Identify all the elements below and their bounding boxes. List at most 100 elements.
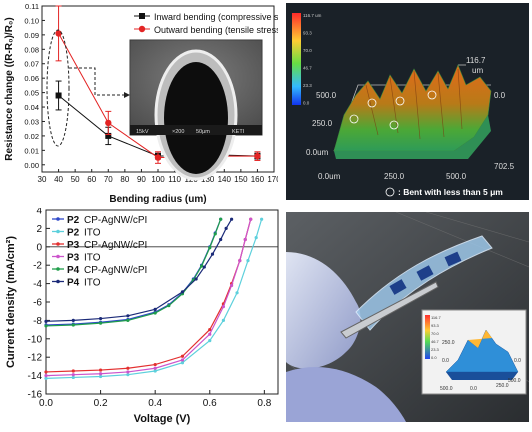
jv-data-point [126, 318, 130, 322]
x-label-250: 250.0 [384, 172, 405, 181]
inset-label-0b: 0.0 [470, 386, 477, 392]
jv-data-point [44, 374, 48, 378]
y-tick-label: 0.05 [24, 89, 39, 98]
y-tick-label: -2 [33, 261, 42, 272]
jv-data-point [221, 318, 226, 322]
jv-legend-prefix: P3 [67, 240, 80, 251]
inset-scale-label: 93.3 [431, 323, 440, 328]
data-point [55, 30, 62, 37]
jv-y-axis-label: Current density (mA/cm²) [5, 236, 17, 368]
bend-markers [349, 90, 437, 130]
jv-data-point [208, 339, 212, 343]
jv-legend-label: CP-AgNW/cPI [84, 240, 147, 251]
jv-data-point [254, 236, 258, 240]
y-label-500: 500.0 [316, 91, 337, 100]
jv-chart-panel: 0.0 0.2 0.4 0.6 0.8 4 2 0 -2 -4 -6 -8 -10 -12 -14 -16 P… [0, 206, 282, 427]
jv-data-point [153, 369, 157, 373]
x-tick-label: 30 [38, 175, 47, 184]
y-tick-label: 0.07 [24, 60, 39, 69]
resistance-chart-panel: 304050607080901001101201301401501601700.… [0, 0, 301, 205]
jv-legend-label: CP-AgNW/cPI [84, 215, 147, 226]
jv-data-point [246, 259, 250, 263]
data-point [254, 152, 261, 160]
sem-inset: 15kV ×200 50μm KETI [129, 39, 263, 181]
z-label-0: 0.0 [494, 91, 506, 100]
inset-label-500b: 500.0 [508, 378, 521, 384]
inset-scale-label: 0.0 [431, 355, 437, 360]
jv-legend-marker [56, 254, 60, 259]
jv-data-point [153, 307, 157, 311]
sem-label-mag: ×200 [172, 129, 184, 135]
sem-label-voltage: 15kV [136, 129, 149, 135]
legend-outward: Outward bending (tensile stress) [154, 25, 278, 35]
jv-data-point [167, 304, 171, 308]
y-tick-label: -16 [28, 390, 43, 401]
x-label-702: 702.5 [494, 162, 515, 171]
y-label-0: 0.0um [306, 148, 329, 157]
jv-legend-prefix: P2 [67, 228, 80, 239]
scale-tick-label: 0.0 [303, 101, 310, 106]
device-photo-panel: 116.7 93.3 70.0 46.7 23.3 0.0 500.0 250.0 0.0… [286, 212, 529, 422]
highlight-ellipse [46, 29, 70, 147]
jv-data-point [199, 264, 204, 268]
resistance-chart: 304050607080901001101201301401501601700.… [4, 2, 301, 205]
jv-data-point [208, 332, 212, 336]
bend-legend-text: : Bent with less than 5 μm [398, 187, 503, 197]
inset-label-250: 250.0 [442, 340, 455, 346]
x-tick-label: 160 [251, 175, 265, 184]
y-tick-label: 0.00 [24, 161, 39, 170]
jv-data-point [98, 316, 103, 321]
y-tick-label: 0.01 [24, 146, 39, 155]
jv-data-point [71, 375, 75, 380]
surface-profile-panel: 116.7 um 93.3 70.0 46.7 23.3 0.0 116.7 um 500… [286, 3, 529, 200]
jv-data-point [126, 370, 130, 374]
surface-mesh [333, 64, 492, 152]
inset-scale-label: 116.7 [431, 315, 441, 320]
jv-data-point [180, 354, 185, 358]
callout-arrow [69, 67, 124, 96]
jv-chart: 0.0 0.2 0.4 0.6 0.8 4 2 0 -2 -4 -6 -8 -10 -12 -14 -16 P… [5, 206, 279, 425]
jv-data-point [44, 376, 48, 380]
data-point [154, 154, 162, 161]
jv-data-point [126, 373, 130, 377]
x-tick-label: 0.2 [94, 398, 108, 409]
jv-legend-marker [56, 229, 60, 234]
jv-legend-prefix: P4 [67, 265, 80, 276]
jv-data-point [44, 319, 48, 323]
jv-series-line-5 [45, 218, 233, 322]
surface-front-face [334, 115, 491, 159]
jv-data-point [221, 305, 226, 309]
y-label-250: 250.0 [312, 119, 333, 128]
y-tick-label: 0.02 [24, 132, 39, 141]
color-scale-bar [292, 13, 301, 105]
z-unit-label: um [472, 66, 483, 75]
jv-legend-prefix: P2 [67, 215, 80, 226]
jv-legend-marker [56, 279, 60, 284]
x-tick-label: 130 [201, 175, 215, 184]
jv-data-point [153, 311, 157, 315]
inset-label-500: 500.0 [440, 386, 453, 392]
jv-data-point [219, 237, 223, 242]
jv-data-point [153, 366, 157, 370]
y-tick-label: -8 [33, 316, 42, 327]
jv-data-point [230, 283, 234, 288]
tweezers [340, 281, 439, 339]
jv-legend-label: ITO [84, 278, 101, 289]
jv-data-point [44, 370, 48, 374]
jv-legend-prefix: P4 [67, 278, 80, 289]
x-label-0: 0.0um [318, 172, 341, 181]
y-tick-label: 0.11 [25, 2, 39, 11]
glove-upper [286, 252, 361, 369]
y-tick-label: 2 [36, 224, 42, 235]
jv-data-point [230, 217, 234, 221]
y-tick-label: 0.03 [24, 117, 39, 126]
inset-scale-label: 46.7 [431, 339, 440, 344]
x-tick-label: 50 [71, 175, 80, 184]
y-tick-label: -14 [28, 371, 43, 382]
jv-data-point [213, 232, 217, 236]
jv-data-point [98, 321, 103, 325]
inset-label-250b: 250.0 [496, 383, 509, 389]
x-tick-label: 170 [267, 175, 278, 184]
x-tick-label: 0.0 [39, 398, 53, 409]
inset-label-0c: 0.0 [514, 358, 521, 364]
